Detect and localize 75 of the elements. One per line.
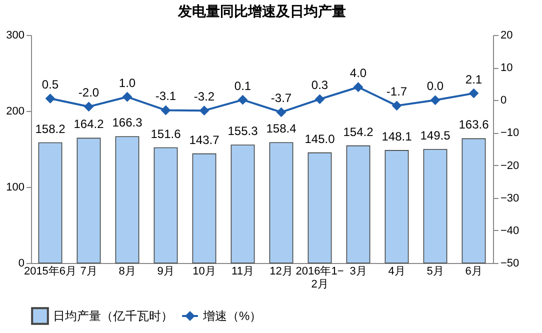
point [84, 102, 94, 112]
point [276, 108, 286, 117]
point [354, 82, 363, 92]
data-label: 4.0 [350, 66, 367, 80]
y2-tick-label: 20 [500, 30, 513, 42]
point [430, 96, 440, 105]
data-label: 0.5 [42, 78, 59, 92]
data-label: -1.7 [386, 84, 408, 99]
point [392, 101, 402, 110]
x-tick-label: 9月 [157, 266, 174, 278]
bar [154, 147, 178, 264]
point [161, 106, 170, 115]
x-tick-label: 7月 [80, 266, 98, 278]
point [315, 94, 324, 104]
x-tick-label: 2015年6月 [24, 266, 77, 278]
bar [384, 150, 409, 264]
legend-label: 日均产量（亿千瓦时） [53, 309, 173, 323]
data-label: 148.1 [382, 129, 412, 144]
y2-tick-label: −50 [500, 258, 520, 270]
chart-title: 发电量同比增速及日均产量 [177, 3, 346, 19]
point [469, 88, 478, 98]
legend-label: 增速（%） [202, 309, 262, 323]
data-label: 2.1 [465, 72, 482, 86]
x-tick-label: 4月 [388, 266, 406, 278]
x-tick-label: 5月 [426, 266, 444, 278]
data-label: -3.2 [194, 90, 215, 104]
x-tick-label: 6月 [465, 266, 482, 278]
bar [423, 148, 448, 264]
bar [38, 142, 62, 264]
y2-tick-label: −40 [500, 224, 520, 237]
x-tick-label: 2016年1−2月 [296, 266, 344, 290]
bar [230, 144, 255, 264]
x-tick-label: 11月 [232, 266, 254, 278]
data-label: -2.0 [78, 86, 100, 100]
data-label: 154.2 [343, 124, 374, 139]
bar [346, 145, 370, 264]
data-label: 0.3 [311, 78, 328, 92]
data-label: -3.1 [155, 89, 176, 104]
data-label: 158.4 [266, 122, 297, 136]
bar [192, 153, 216, 264]
y2-tick-label: −10 [500, 127, 520, 140]
point [238, 95, 248, 104]
bar [308, 152, 332, 264]
data-label: 143.7 [189, 132, 220, 147]
point [46, 94, 55, 104]
y-tick-label: 100 [6, 182, 24, 194]
y-tick-label: 0 [18, 258, 24, 270]
x-tick-label: 10月 [192, 266, 216, 278]
x-tick-label: 12月 [270, 266, 293, 278]
data-label: 149.5 [420, 128, 451, 142]
data-label: -3.7 [270, 91, 292, 106]
y-tick-label: 300 [6, 30, 24, 42]
data-label: 0.1 [234, 78, 252, 93]
y-tick-label: 200 [6, 106, 24, 118]
data-label: 145.0 [304, 132, 336, 146]
bar [115, 136, 140, 264]
y2-tick-label: 10 [500, 62, 513, 74]
y2-tick-label: −30 [500, 192, 520, 204]
x-tick-label: 3月 [350, 266, 367, 278]
bar [76, 138, 101, 264]
point [200, 106, 209, 116]
data-label: 163.6 [458, 118, 490, 132]
y2-tick-label: 0 [500, 94, 507, 107]
data-label: 166.3 [112, 116, 143, 130]
data-label: 155.3 [228, 124, 258, 138]
bar [269, 142, 294, 264]
data-label: 151.6 [150, 126, 182, 141]
data-label: 1.0 [118, 76, 136, 90]
data-label: 164.2 [74, 117, 104, 132]
point [122, 92, 132, 102]
data-label: 0.0 [426, 79, 444, 94]
y2-tick-label: −20 [500, 160, 520, 172]
x-tick-label: 8月 [118, 266, 136, 278]
bar [462, 138, 486, 264]
data-label: 158.2 [35, 122, 66, 136]
